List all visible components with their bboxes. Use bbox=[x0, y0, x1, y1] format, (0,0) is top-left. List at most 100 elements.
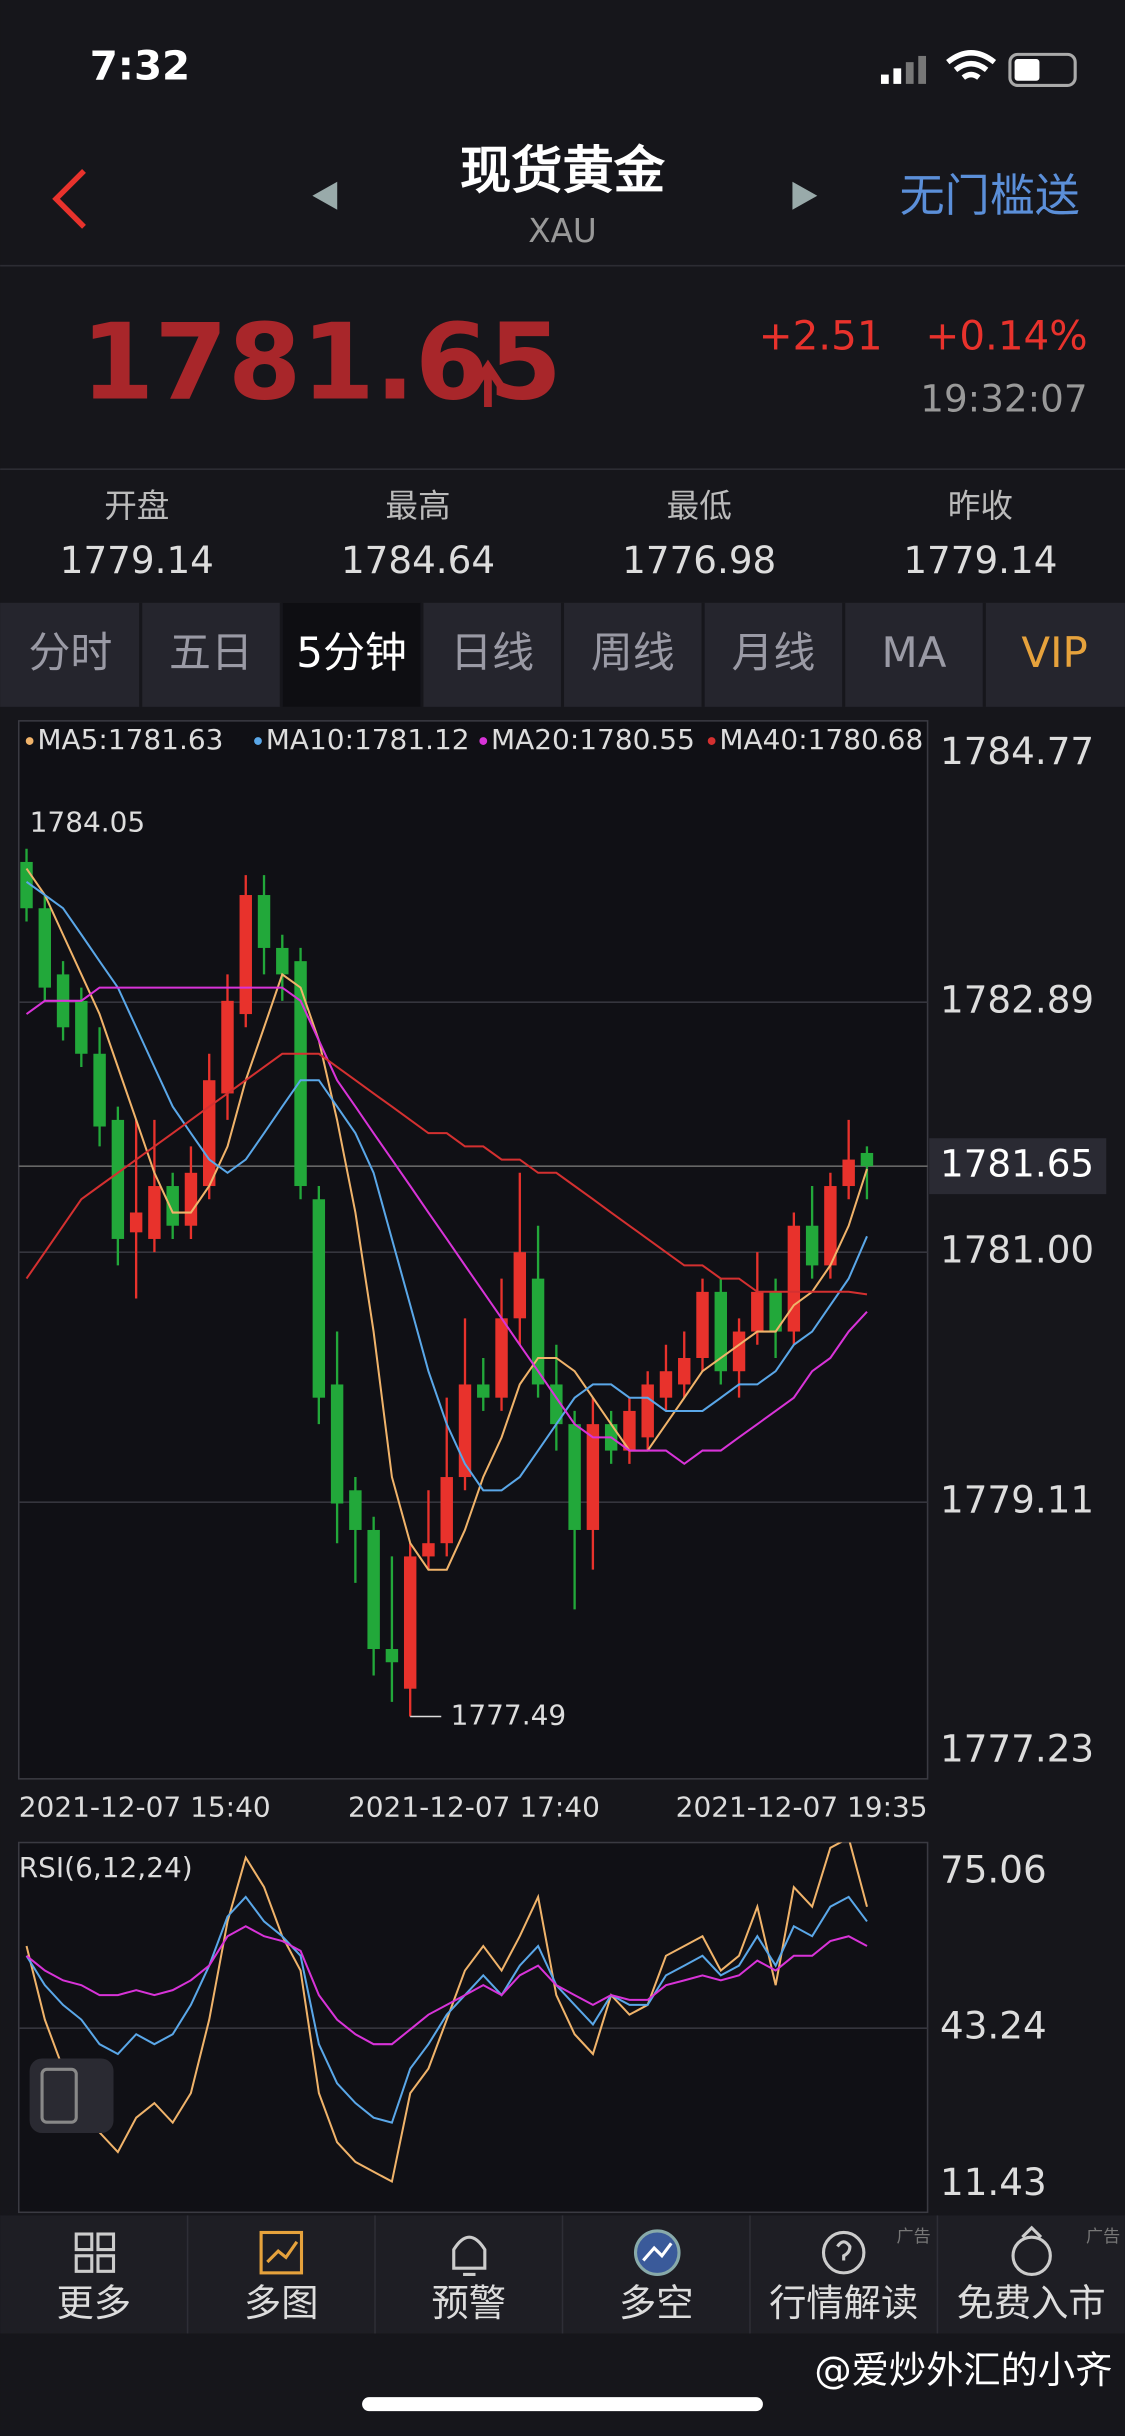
candle-body bbox=[641, 1384, 654, 1438]
up-arrow bbox=[472, 359, 504, 408]
stat-label: 昨收 bbox=[948, 487, 1013, 525]
candle-body bbox=[860, 1152, 874, 1167]
low-annotation: 1777.49 bbox=[451, 1698, 567, 1731]
rsi-line bbox=[25, 1895, 868, 2124]
layout-toggle[interactable] bbox=[29, 2058, 114, 2134]
legend-dot bbox=[707, 737, 716, 745]
candle-body bbox=[477, 1384, 490, 1398]
tab[interactable]: 周线 bbox=[591, 628, 675, 677]
tab[interactable]: 分时 bbox=[28, 628, 112, 677]
legend-dot bbox=[25, 737, 34, 745]
rsi-frame bbox=[17, 1841, 929, 2214]
nav-item[interactable]: 预警 bbox=[432, 2281, 507, 2325]
promo-link[interactable]: 无门槛送 bbox=[900, 169, 1080, 222]
last-price-box bbox=[929, 1138, 1107, 1195]
candle-body bbox=[257, 895, 271, 948]
candle-body bbox=[769, 1291, 782, 1332]
next-button[interactable] bbox=[792, 181, 818, 210]
stat-value: 1779.14 bbox=[60, 538, 214, 582]
legend-label: MA5:1781.63 bbox=[37, 723, 223, 756]
stat-value: 1779.14 bbox=[903, 538, 1057, 582]
candle-body bbox=[93, 1053, 106, 1127]
stat-value: 1776.98 bbox=[622, 538, 776, 582]
tab[interactable]: 月线 bbox=[731, 628, 815, 677]
nav-icons bbox=[74, 2225, 1052, 2276]
nav-item[interactable]: 免费入市 bbox=[957, 2281, 1106, 2325]
candle-body bbox=[623, 1410, 636, 1451]
candle-body bbox=[221, 1000, 234, 1094]
candle-body bbox=[148, 1186, 161, 1239]
candle-body bbox=[203, 1080, 216, 1187]
home-indicator bbox=[362, 2397, 763, 2412]
signal-icon bbox=[880, 55, 927, 84]
subtitle: XAU bbox=[528, 212, 597, 250]
change-pct: +0.14% bbox=[926, 313, 1088, 360]
high-annotation: 1784.05 bbox=[30, 805, 146, 838]
candle-body bbox=[714, 1291, 727, 1372]
candle-body bbox=[696, 1291, 709, 1359]
candle-body bbox=[458, 1384, 472, 1478]
candle-body bbox=[842, 1159, 855, 1187]
battery-icon bbox=[1008, 52, 1077, 87]
tab[interactable]: 五日 bbox=[169, 628, 253, 677]
battery-level bbox=[1014, 59, 1040, 81]
legend-dot bbox=[254, 737, 262, 745]
nav-item[interactable]: 多空 bbox=[619, 2281, 694, 2325]
candle-body bbox=[659, 1371, 673, 1398]
legend-label: MA10:1781.12 bbox=[266, 723, 470, 756]
prev-button[interactable] bbox=[312, 181, 338, 210]
ad-label: 广告 bbox=[897, 2227, 931, 2247]
candle-body bbox=[239, 895, 252, 1015]
candle-body bbox=[787, 1225, 801, 1332]
candle-body bbox=[531, 1278, 545, 1385]
candle-body bbox=[805, 1225, 819, 1266]
candle-body bbox=[349, 1490, 362, 1530]
candle-body bbox=[312, 1199, 326, 1398]
candle-body bbox=[111, 1119, 125, 1239]
ma-line bbox=[25, 986, 868, 1466]
status-time: 7:32 bbox=[90, 42, 190, 89]
y-tick-label: 11.43 bbox=[940, 2160, 1047, 2204]
stat-label: 开盘 bbox=[104, 487, 169, 525]
tab[interactable]: 5分钟 bbox=[296, 628, 407, 677]
rsi-line bbox=[25, 1842, 868, 2184]
candle-body bbox=[129, 1212, 143, 1233]
candle-body bbox=[422, 1543, 435, 1557]
candle-body bbox=[184, 1172, 198, 1226]
candle-body bbox=[751, 1291, 764, 1332]
candle-body bbox=[440, 1477, 453, 1544]
legend-dot bbox=[479, 737, 488, 745]
nav-item[interactable]: 更多 bbox=[57, 2281, 132, 2325]
candle-body bbox=[385, 1649, 399, 1663]
legend-label: MA40:1780.68 bbox=[719, 723, 923, 756]
candle-body bbox=[367, 1529, 380, 1650]
ma-line bbox=[25, 1052, 868, 1296]
candle-body bbox=[824, 1186, 837, 1266]
candle-body bbox=[38, 908, 52, 988]
stat-value: 1784.64 bbox=[341, 538, 495, 582]
stat-label: 最低 bbox=[667, 487, 732, 525]
layout-icon bbox=[40, 2067, 78, 2124]
ma-line bbox=[25, 868, 868, 1571]
tab[interactable]: MA bbox=[882, 628, 947, 677]
x-tick-label: 2021-12-07 19:35 bbox=[676, 1790, 928, 1823]
y-tick-label: 1782.89 bbox=[940, 978, 1094, 1022]
candle-body bbox=[276, 947, 289, 975]
back-button[interactable] bbox=[52, 168, 86, 229]
y-tick-label: 1784.77 bbox=[940, 729, 1094, 773]
candle-body bbox=[586, 1424, 600, 1530]
candle-body bbox=[75, 1000, 88, 1054]
quote-time: 19:32:07 bbox=[920, 376, 1087, 420]
price: 1781.65 bbox=[81, 301, 562, 424]
nav-item[interactable]: 多图 bbox=[244, 2281, 319, 2325]
tab[interactable]: VIP bbox=[1021, 628, 1087, 677]
candle-body bbox=[330, 1384, 344, 1504]
rsi-line bbox=[25, 1925, 868, 2046]
legend-label: MA20:1780.55 bbox=[491, 723, 695, 756]
nav-item[interactable]: 行情解读 bbox=[769, 2281, 918, 2325]
y-tick-label: 1779.11 bbox=[940, 1478, 1094, 1522]
tab[interactable]: 日线 bbox=[450, 628, 534, 677]
candle-body bbox=[166, 1186, 179, 1226]
tab-active-bg bbox=[281, 602, 422, 707]
